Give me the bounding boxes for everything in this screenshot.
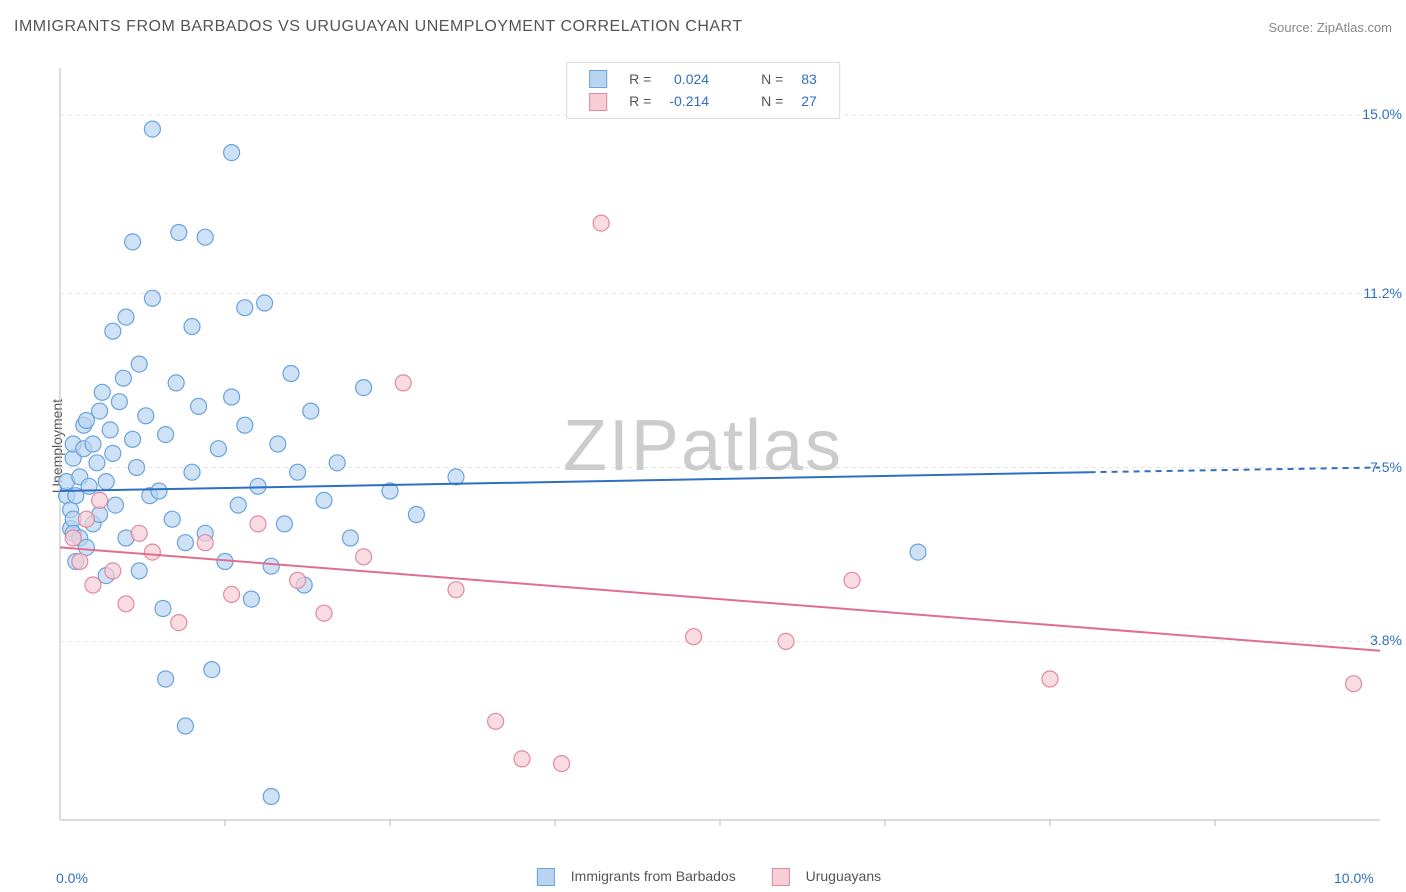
scatter-svg: [50, 60, 1390, 840]
legend-item: Immigrants from Barbados: [525, 868, 736, 884]
x-axis-max-label: 10.0%: [1334, 870, 1374, 886]
y-axis-tick-label: 11.2%: [1363, 285, 1402, 301]
series-legend: Immigrants from Barbados Uruguayans: [513, 868, 893, 886]
chart-plot-area: [50, 60, 1390, 840]
y-axis-tick-label: 15.0%: [1362, 106, 1402, 122]
y-axis-tick-label: 7.5%: [1370, 459, 1402, 475]
correlation-legend: R =0.024N =83R =-0.214N =27: [566, 62, 840, 119]
x-axis-min-label: 0.0%: [56, 870, 88, 886]
legend-item: Uruguayans: [760, 868, 881, 884]
chart-header: IMMIGRANTS FROM BARBADOS VS URUGUAYAN UN…: [14, 18, 1392, 36]
chart-title: IMMIGRANTS FROM BARBADOS VS URUGUAYAN UN…: [14, 18, 743, 36]
y-axis-tick-label: 3.8%: [1370, 632, 1402, 648]
chart-source: Source: ZipAtlas.com: [1268, 20, 1392, 35]
